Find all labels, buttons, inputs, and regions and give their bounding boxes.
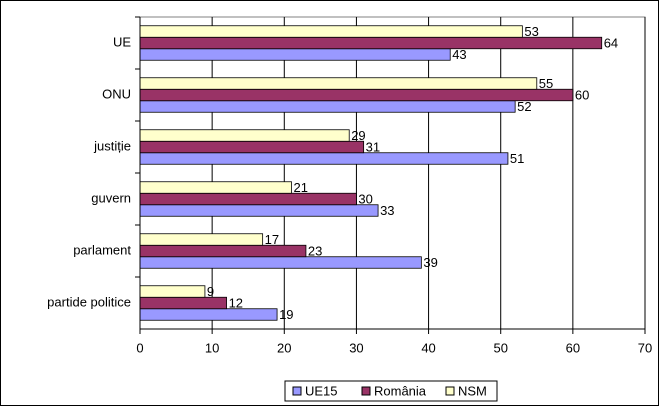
bar (139, 88, 574, 102)
data-label: 53 (524, 24, 538, 39)
bar (139, 100, 516, 113)
data-label: 23 (308, 243, 322, 258)
bar (139, 244, 307, 258)
bar (139, 204, 379, 217)
data-label: 39 (423, 255, 437, 270)
bar (139, 192, 357, 206)
data-label: 9 (207, 284, 214, 299)
y-tick-label: guvern (91, 190, 131, 205)
bar (139, 308, 278, 321)
bar (139, 129, 350, 142)
data-label: 52 (517, 99, 531, 114)
y-tick-label: parlament (73, 242, 131, 257)
x-tick-label: 50 (493, 340, 507, 355)
bar (139, 48, 451, 61)
bar (139, 25, 523, 38)
legend-swatch (361, 386, 371, 396)
data-label: 21 (294, 180, 308, 195)
y-tick-label: partide politice (47, 294, 131, 309)
data-label: 19 (279, 307, 293, 322)
x-tick-label: 70 (638, 340, 652, 355)
bar (139, 256, 422, 269)
data-label: 60 (575, 87, 589, 102)
bar (139, 296, 227, 310)
data-label: 43 (452, 47, 466, 62)
legend-swatch (292, 386, 302, 396)
x-tick-label: 20 (277, 340, 291, 355)
x-tick-label: 10 (205, 340, 219, 355)
legend-label: UE15 (305, 383, 338, 398)
legend-swatch (445, 386, 455, 396)
plot-area (139, 16, 646, 330)
data-label: 31 (366, 139, 380, 154)
bar (139, 285, 206, 298)
y-tick-label: ONU (102, 86, 131, 101)
x-tick-label: 40 (421, 340, 435, 355)
legend-label: NSM (458, 383, 487, 398)
data-label: 12 (229, 295, 243, 310)
bar (139, 77, 538, 90)
bar (139, 181, 292, 194)
x-tick-label: 0 (136, 340, 143, 355)
bar (139, 233, 264, 246)
bar (139, 140, 365, 154)
bar (139, 152, 509, 165)
bar (139, 36, 603, 50)
data-label: 64 (604, 35, 618, 50)
data-label: 51 (510, 151, 524, 166)
data-label: 30 (358, 191, 372, 206)
legend-label: România (374, 383, 427, 398)
y-tick-label: justiție (93, 138, 131, 153)
data-label: 29 (351, 128, 365, 143)
legend-box (284, 380, 498, 402)
x-tick-label: 60 (566, 340, 580, 355)
data-label: 33 (380, 203, 394, 218)
data-label: 55 (539, 76, 553, 91)
y-tick-label: UE (113, 34, 131, 49)
data-label: 17 (265, 232, 279, 247)
x-tick-label: 30 (349, 340, 363, 355)
